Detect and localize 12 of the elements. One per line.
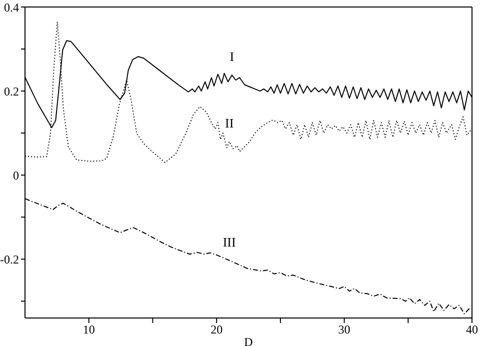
- series-label: I: [230, 49, 234, 64]
- x-axis-title: D: [244, 335, 254, 346]
- x-tick-label: 30: [338, 322, 350, 337]
- x-tick-label: 20: [210, 322, 223, 337]
- x-tick-label: 10: [82, 322, 95, 337]
- series-label: III: [222, 234, 236, 250]
- y-tick-label: 0.4: [4, 0, 19, 14]
- y-tick-label: 0: [13, 168, 19, 182]
- y-tick-label: 0.2: [4, 84, 19, 98]
- y-tick-label: -0.2: [0, 252, 19, 266]
- series-label: II: [225, 115, 234, 130]
- x-tick-label: 40: [466, 322, 478, 337]
